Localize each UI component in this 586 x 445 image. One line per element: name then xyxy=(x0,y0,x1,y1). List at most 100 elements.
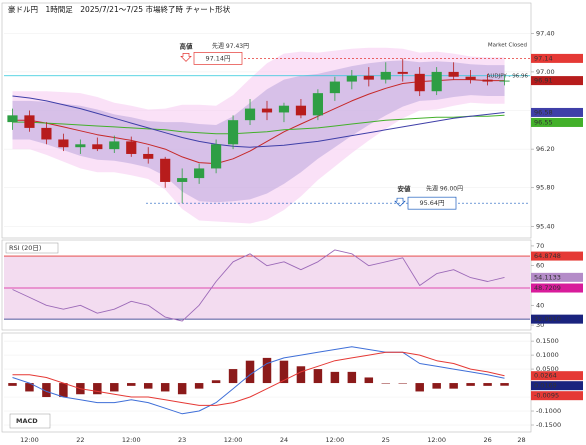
candle-body xyxy=(143,153,154,159)
price-tag-bg xyxy=(531,53,583,63)
candle-body xyxy=(261,108,273,113)
rsi-tag-bg xyxy=(531,272,583,282)
panel-title: MACD xyxy=(16,417,38,425)
candle-body xyxy=(295,105,307,116)
histogram-bar xyxy=(500,383,509,386)
rsi-tag: 54.1133 xyxy=(534,273,561,281)
macd-tag-bg xyxy=(531,371,583,381)
candle-body xyxy=(109,141,120,150)
x-tick-label: 12:00 xyxy=(224,436,243,444)
y-tick-label: -0.1000 xyxy=(536,407,561,415)
histogram-bar xyxy=(466,383,475,386)
candle-body xyxy=(414,73,425,92)
histogram-bar xyxy=(296,366,306,384)
y-tick-label: 95.80 xyxy=(536,184,555,192)
histogram-bar xyxy=(127,383,136,386)
y-tick-label: 40 xyxy=(536,301,544,309)
candle-body xyxy=(397,71,408,74)
moving-average xyxy=(12,95,505,148)
level-tag-bg xyxy=(531,251,583,261)
histogram-bar xyxy=(59,383,68,398)
histogram-bar xyxy=(25,383,34,392)
candle-body xyxy=(58,139,69,148)
y-tick-label: -0.1500 xyxy=(536,421,561,429)
y-tick-label: 60 xyxy=(536,262,544,270)
market-status: Market Closed xyxy=(488,43,527,49)
candle-body xyxy=(499,80,510,82)
histogram-bar xyxy=(449,383,458,389)
histogram-bar xyxy=(194,383,204,389)
y-tick-label: 96.20 xyxy=(536,145,555,153)
macd-tag: -0.0095 xyxy=(534,392,559,400)
macd-tag-bg xyxy=(531,381,583,391)
candle-body xyxy=(160,158,171,182)
histogram-bar xyxy=(279,360,289,384)
candle-body xyxy=(41,127,52,140)
rsi-line xyxy=(12,249,505,322)
candle-body xyxy=(92,144,103,150)
annotation-box-text: 97.14円 xyxy=(205,54,230,62)
x-tick-label: 12:00 xyxy=(122,436,141,444)
histogram-bar xyxy=(330,371,340,384)
histogram-bar xyxy=(93,383,102,395)
x-tick-label: 12:00 xyxy=(20,436,39,444)
x-tick-label: 12:00 xyxy=(427,436,446,444)
candle-body xyxy=(194,168,205,179)
panel-title: RSI (20日) xyxy=(9,244,41,252)
histogram-bar xyxy=(160,383,170,392)
y-tick-label: 0.1500 xyxy=(536,337,559,345)
y-tick-label: 70 xyxy=(536,242,544,250)
price-tag: 97.14 xyxy=(534,54,553,62)
x-tick-label: 22 xyxy=(76,436,84,444)
y-tick-label: 95.40 xyxy=(536,222,555,230)
annotation-note: 先週 97.43円 xyxy=(212,42,249,50)
histogram-bar xyxy=(110,383,119,392)
annotation-box xyxy=(193,52,243,65)
histogram-bar xyxy=(347,371,357,384)
annotation-arrow xyxy=(180,53,192,62)
candle-body xyxy=(448,71,459,77)
candle-body xyxy=(482,79,493,82)
y-tick-label: 0.0500 xyxy=(536,365,559,373)
annotation-box-text: 95.64円 xyxy=(419,199,444,207)
histogram-bar xyxy=(381,383,391,384)
ma-tag-bg xyxy=(531,117,583,127)
panel-title-bg xyxy=(9,413,51,429)
annotation-note: 先週 96.00円 xyxy=(426,185,463,193)
histogram-bar xyxy=(8,383,17,386)
level-shade xyxy=(4,256,530,320)
candle-body xyxy=(363,75,374,80)
macd-tag: 0.0264 xyxy=(534,372,557,380)
band xyxy=(12,60,505,203)
y-tick-label: 97.40 xyxy=(536,29,555,37)
level-tag-bg xyxy=(531,314,583,324)
candle-body xyxy=(278,105,290,113)
level-tag: 32.9910 xyxy=(534,315,561,323)
candle-body xyxy=(329,81,340,94)
histogram-bar xyxy=(364,377,374,384)
x-tick-label: 23 xyxy=(178,436,186,444)
candle-body xyxy=(75,144,86,148)
panel-title-bg xyxy=(5,242,59,254)
current-line-label: AUDJPY - 96.96 xyxy=(487,73,529,79)
candle-body xyxy=(244,108,256,121)
candle-body xyxy=(126,141,137,154)
histogram-bar xyxy=(415,383,424,392)
histogram-bar xyxy=(211,380,221,384)
histogram-bar xyxy=(313,369,323,384)
candle-body xyxy=(7,115,18,123)
x-tick-label: 24 xyxy=(280,436,288,444)
moving-average xyxy=(12,114,505,135)
x-tick-label: 12:00 xyxy=(326,436,345,444)
candle-body xyxy=(312,93,323,116)
macd-line xyxy=(12,351,505,406)
ma-tag: 96.58 xyxy=(534,108,553,116)
annotation-label: 高値 xyxy=(180,41,194,50)
histogram-bar xyxy=(262,357,272,384)
macd-line xyxy=(12,346,505,415)
histogram-bar xyxy=(398,383,407,384)
y-tick-label: 97.00 xyxy=(536,68,555,76)
histogram-bar xyxy=(177,383,187,395)
